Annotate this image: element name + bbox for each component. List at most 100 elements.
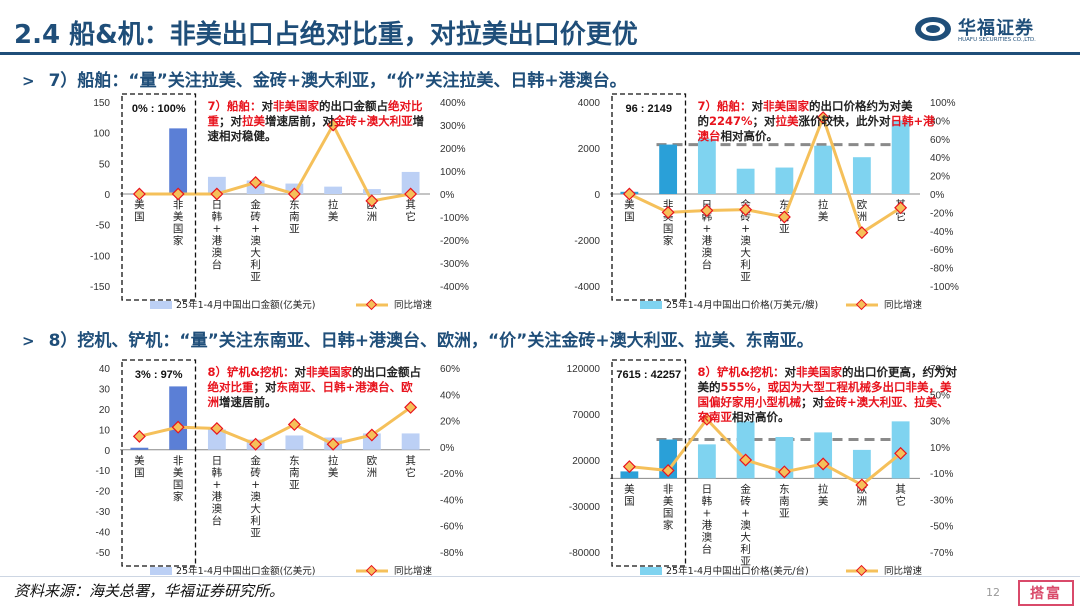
legend-line-label: 同比增速	[394, 565, 433, 577]
line-marker	[816, 111, 830, 125]
line-marker	[210, 187, 224, 201]
y-tick-label: -10	[96, 466, 111, 477]
line-marker	[855, 226, 869, 240]
section-heading-2: >8）挖机、铲机：“量”关注东南亚、日韩+港澳台、欧洲，“价”关注金砖+澳大利亚…	[22, 326, 814, 351]
annotation-text: 绝对比重；对东南亚、日韩+港澳台、欧	[208, 380, 414, 394]
y-tick-label: 100	[93, 129, 110, 140]
y2-tick-label: -40%	[440, 495, 463, 506]
y-tick-label: -20	[96, 487, 111, 498]
annotation-text: 速相对稳健。	[208, 129, 277, 143]
source-note: 资料来源：海关总署，华福证券研究所。	[14, 582, 285, 600]
bar	[814, 145, 833, 194]
bar	[620, 471, 639, 479]
y-tick-label: 120000	[567, 364, 601, 375]
y-tick-label: 150	[93, 98, 110, 109]
legend-line-label: 同比增速	[884, 299, 923, 311]
bar	[324, 186, 343, 194]
y2-tick-label: -80%	[930, 264, 953, 275]
legend-line-marker	[365, 298, 378, 311]
line-marker	[816, 457, 830, 471]
y2-tick-label: 100%	[930, 98, 956, 109]
bar	[697, 138, 716, 194]
footer-divider	[0, 576, 1080, 577]
y2-tick-label: 0%	[440, 190, 455, 201]
title-divider	[0, 52, 1080, 55]
y2-tick-label: 50%	[930, 390, 950, 401]
annotation-text: 美的555%，或因为大型工程机械多出口非美，美	[698, 380, 953, 394]
line-marker	[739, 453, 753, 467]
line-marker	[622, 187, 636, 201]
bar	[736, 168, 755, 194]
y2-tick-label: 0%	[440, 443, 455, 454]
bar	[207, 176, 226, 194]
bar	[852, 449, 871, 479]
y-tick-label: -150	[90, 282, 110, 293]
y2-tick-label: -60%	[440, 522, 463, 533]
x-tick-label: 美国	[134, 454, 145, 479]
y2-tick-label: -30%	[930, 495, 953, 506]
y2-tick-label: 30%	[930, 417, 950, 428]
annotation-text: 国偏好家用小型机械；对金砖+澳大利亚、拉美、	[698, 395, 949, 409]
y2-tick-label: -20%	[440, 469, 463, 480]
line-marker	[404, 187, 418, 201]
y-tick-label: 10	[99, 425, 111, 436]
legend-bar-swatch	[640, 567, 662, 575]
annotation-text: 重；对拉美增速居前，对金砖+澳大利亚增	[208, 114, 425, 128]
x-tick-label: 东南亚	[779, 482, 790, 519]
line-marker	[132, 429, 146, 443]
line-marker	[894, 201, 908, 215]
y-tick-label: -50	[96, 548, 111, 559]
line-series	[628, 113, 902, 235]
line-marker	[855, 478, 869, 492]
bar	[362, 189, 381, 194]
line-marker	[661, 464, 675, 478]
x-tick-label: 美国	[134, 198, 145, 223]
line-marker	[287, 187, 301, 201]
y-tick-label: -50	[96, 221, 111, 232]
legend-bar-label: 25年1-4月中国出口金额(亿美元)	[176, 299, 316, 311]
legend-line-label: 同比增速	[884, 565, 923, 577]
bar	[814, 432, 833, 479]
line-marker	[249, 175, 263, 190]
legend-bar-label: 25年1-4月中国出口价格(美元/台)	[666, 565, 809, 577]
line-marker	[700, 204, 714, 218]
y2-tick-label: -200%	[440, 236, 469, 247]
logo-text: 华福证券	[958, 18, 1034, 39]
bar	[775, 437, 794, 479]
y2-tick-label: 400%	[440, 98, 466, 109]
y-tick-label: 30	[99, 384, 111, 395]
y-tick-label: -30000	[569, 502, 601, 513]
y-tick-label: 70000	[572, 410, 600, 421]
x-tick-label: 非美国家	[663, 483, 674, 531]
annotation-text: 7）船舶：对非美国家的出口价格约为对美	[698, 99, 914, 113]
y2-tick-label: 60%	[440, 364, 460, 375]
line-marker	[249, 437, 263, 451]
y2-tick-label: 200%	[440, 144, 466, 155]
ratio-label: 7615 : 42257	[616, 369, 681, 381]
highlight-box	[611, 93, 687, 301]
bar	[130, 447, 149, 450]
legend-bar-swatch	[640, 301, 662, 309]
logo-mark-icon	[915, 17, 951, 41]
y2-tick-label: -400%	[440, 282, 469, 293]
y2-tick-label: 10%	[930, 443, 950, 454]
bar	[169, 386, 188, 450]
y2-tick-label: -100%	[440, 213, 469, 224]
x-tick-label: 其它	[895, 483, 906, 507]
ratio-label: 0% : 100%	[132, 103, 186, 115]
x-tick-label: 其它	[405, 455, 416, 479]
x-tick-label: 日韩+港澳台	[702, 483, 713, 555]
y-tick-label: 50	[99, 159, 111, 170]
highlight-box	[611, 359, 687, 567]
y-tick-label: -2000	[574, 236, 600, 247]
x-tick-label: 其它	[405, 199, 416, 223]
bar	[775, 167, 794, 194]
y2-tick-label: 80%	[930, 116, 950, 127]
y-tick-label: 2000	[578, 144, 601, 155]
legend-bar-swatch	[150, 301, 172, 309]
y-tick-label: -100	[90, 251, 110, 262]
bar	[736, 421, 755, 479]
x-tick-label: 美国	[624, 198, 635, 223]
line-marker	[171, 187, 185, 201]
annotation-text: 洲增速居前。	[208, 395, 277, 409]
